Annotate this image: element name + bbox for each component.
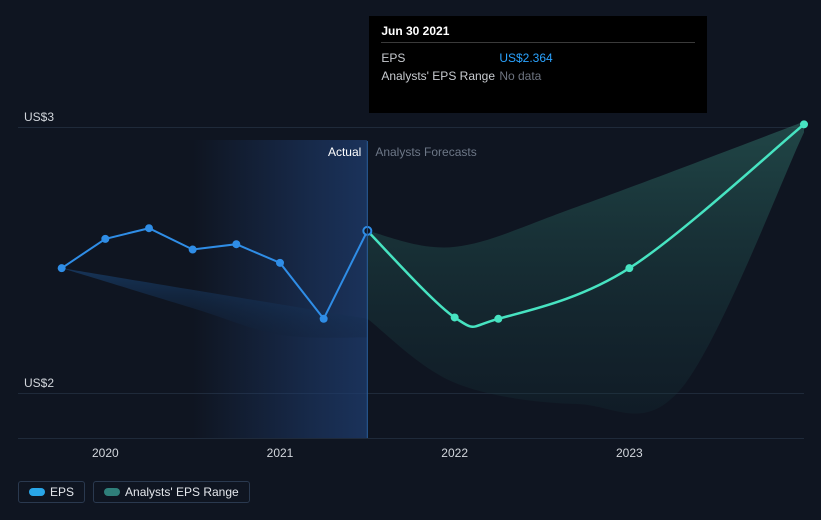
tooltip-label: Analysts' EPS Range <box>381 67 499 85</box>
eps-forecast-point[interactable] <box>625 264 633 272</box>
legend-label: EPS <box>50 485 74 499</box>
eps-actual-point[interactable] <box>232 240 240 248</box>
legend-swatch-icon <box>104 488 118 496</box>
x-axis-label: 2021 <box>267 446 294 460</box>
tooltip-label: EPS <box>381 49 499 67</box>
tooltip-row-range: Analysts' EPS Range No data <box>381 67 695 85</box>
actual-range-band <box>62 268 368 338</box>
tooltip-divider <box>381 42 695 43</box>
eps-forecast-point[interactable] <box>800 120 808 128</box>
legend-item-range[interactable]: Analysts' EPS Range <box>93 481 250 503</box>
chart-container: US$2US$3 Actual Analysts Forecasts 20202… <box>18 0 804 462</box>
eps-actual-point[interactable] <box>58 264 66 272</box>
forecast-range-band <box>367 122 804 414</box>
x-axis-label: 2022 <box>441 446 468 460</box>
legend: EPS Analysts' EPS Range <box>18 481 250 503</box>
eps-forecast-point[interactable] <box>451 313 459 321</box>
x-axis-label: 2020 <box>92 446 119 460</box>
eps-forecast-point[interactable] <box>494 315 502 323</box>
tooltip-value: US$2.364 <box>499 49 552 67</box>
eps-actual-point[interactable] <box>320 315 328 323</box>
legend-label: Analysts' EPS Range <box>125 485 239 499</box>
legend-item-eps[interactable]: EPS <box>18 481 85 503</box>
eps-actual-point[interactable] <box>101 235 109 243</box>
tooltip-row-eps: EPS US$2.364 <box>381 49 695 67</box>
legend-swatch-icon <box>29 488 43 496</box>
eps-actual-point[interactable] <box>276 259 284 267</box>
tooltip-value: No data <box>499 67 541 85</box>
eps-actual-point[interactable] <box>189 246 197 254</box>
tooltip-date: Jun 30 2021 <box>381 24 695 38</box>
x-axis-label: 2023 <box>616 446 643 460</box>
eps-actual-point[interactable] <box>145 224 153 232</box>
plot-area: US$2US$3 Actual Analysts Forecasts 20202… <box>18 0 804 440</box>
tooltip: Jun 30 2021 EPS US$2.364 Analysts' EPS R… <box>369 16 707 113</box>
